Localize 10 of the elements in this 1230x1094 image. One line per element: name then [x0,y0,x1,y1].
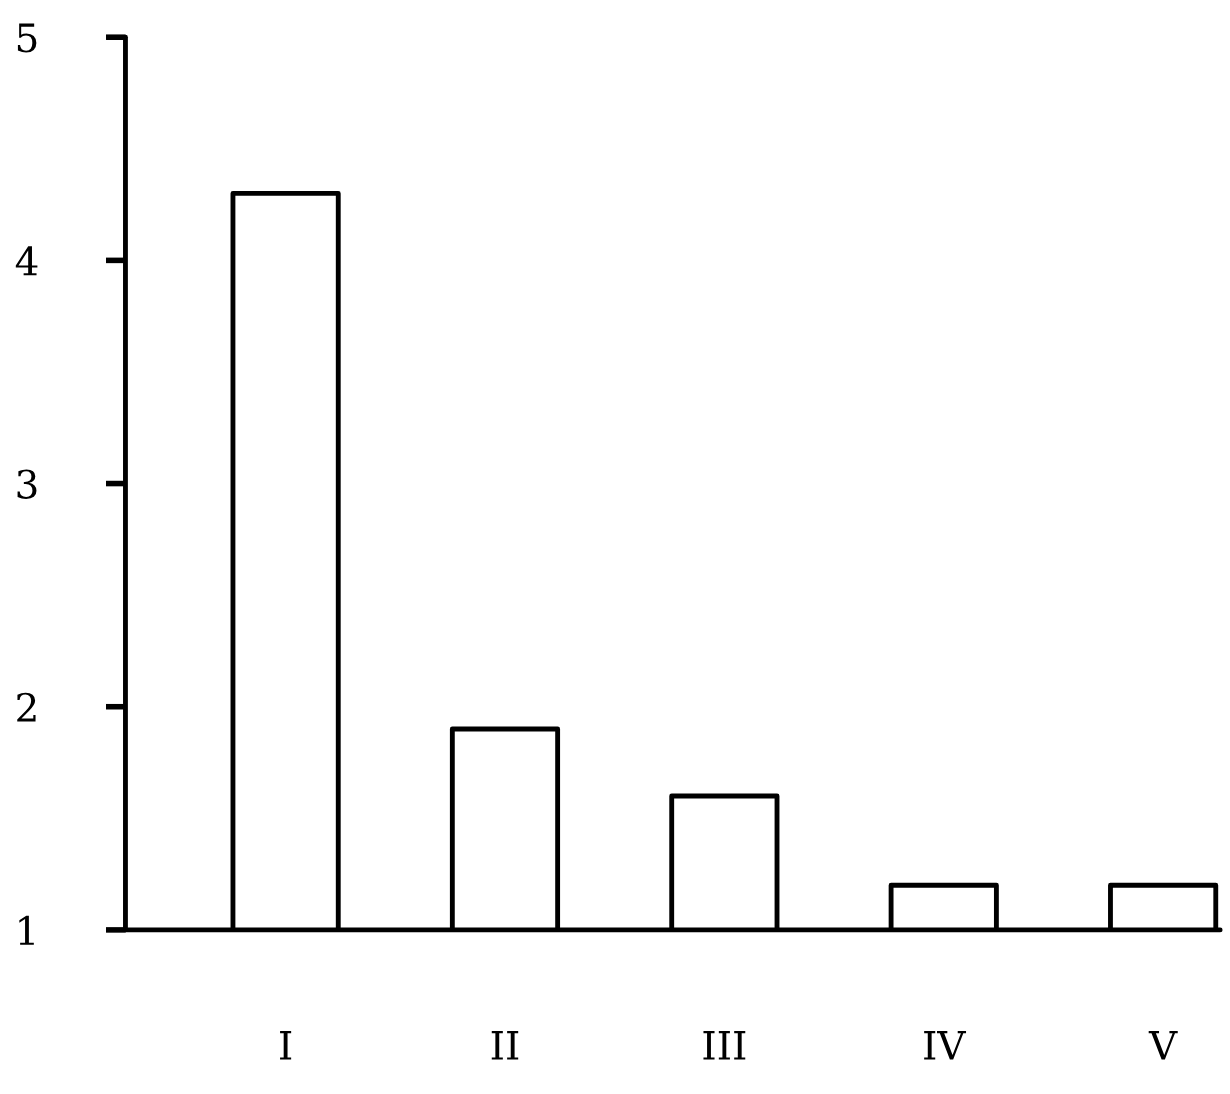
x-tick-label: IV [924,1031,967,1060]
x-tick-label: I [280,1031,292,1060]
y-tick-label: 3 [17,469,37,499]
y-tick-label: 1 [19,915,34,945]
y-tick-label: 4 [15,246,38,276]
y-tick-label: 2 [17,692,36,722]
y-tick-label: 5 [17,23,37,53]
x-tick-label: V [1148,1031,1178,1060]
x-tick-label: II [491,1031,519,1060]
x-tick-label: III [703,1031,746,1060]
